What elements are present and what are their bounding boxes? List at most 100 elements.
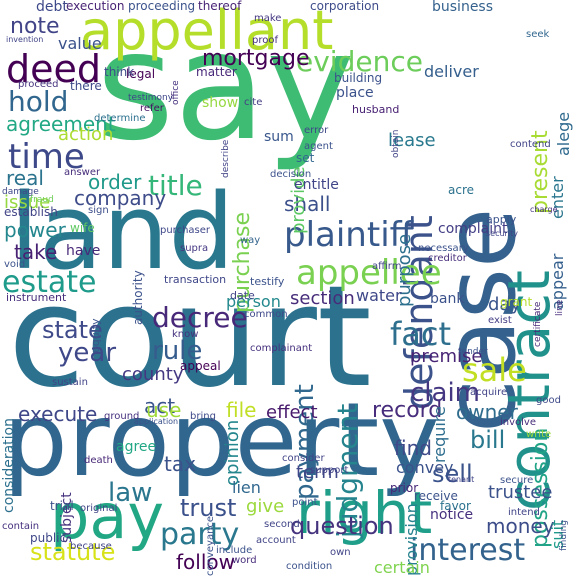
word-find: find: [394, 436, 432, 460]
word-estate: estate: [2, 265, 97, 300]
word-year: year: [58, 338, 117, 368]
word-bring: bring: [190, 411, 216, 422]
word-county: county: [122, 364, 184, 385]
word-issue: issue: [4, 192, 51, 213]
word-apply: apply: [486, 213, 517, 226]
word-premise: premise: [410, 346, 483, 367]
word-have: have: [66, 243, 101, 259]
word-court: court: [8, 256, 372, 419]
word-term: term: [296, 462, 339, 483]
word-void: void: [4, 259, 26, 270]
word-pay: pay: [50, 480, 165, 553]
word-decision: decision: [270, 169, 312, 180]
word-person: person: [226, 292, 281, 311]
word-hold: hold: [8, 85, 69, 118]
word-money: money: [486, 514, 555, 538]
word-give: give: [246, 496, 285, 517]
word-fact: fact: [390, 315, 452, 353]
word-line: line: [555, 299, 565, 316]
word-tax: tax: [164, 452, 196, 476]
word-exist: exist: [488, 315, 512, 326]
word-land: land: [10, 171, 235, 293]
word-instrument: instrument: [6, 291, 67, 304]
word-use: use: [146, 398, 182, 422]
word-write: write: [526, 429, 552, 440]
word-finding: finding: [559, 519, 569, 551]
word-company: company: [74, 186, 167, 210]
word-say: say: [96, 0, 355, 174]
word-damage: damage: [2, 187, 39, 197]
word-bank: bank: [430, 291, 465, 307]
word-wife: wife: [70, 221, 95, 235]
word-office: office: [171, 80, 181, 105]
word-cite: cite: [244, 97, 263, 108]
word-agree: agree: [116, 439, 157, 455]
word-right: right: [296, 479, 433, 547]
word-conveyance: conveyance: [205, 515, 216, 576]
word-set: set: [296, 151, 315, 165]
word-tender: tender: [458, 347, 488, 357]
word-because: because: [70, 541, 112, 552]
word-power: power: [4, 218, 66, 242]
word-certain: certain: [374, 558, 430, 576]
word-building: building: [334, 71, 383, 85]
word-good: good: [536, 395, 561, 406]
word-place: place: [336, 85, 374, 101]
word-trial: trial: [50, 499, 74, 513]
word-intend: intend: [508, 507, 540, 518]
word-charge: charge: [530, 205, 558, 214]
word-agreement: agreement: [6, 112, 116, 136]
word-lien: lien: [232, 478, 261, 497]
word-date: date: [230, 289, 255, 302]
word-testify: testify: [250, 275, 285, 288]
word-there: there: [70, 79, 102, 93]
word-invention: invention: [6, 35, 44, 44]
word-trust: trust: [180, 494, 237, 522]
word-act: act: [144, 394, 176, 418]
word-note: note: [10, 14, 60, 39]
word-order: order: [88, 170, 142, 194]
word-sign: sign: [88, 205, 109, 216]
word-support: support: [310, 465, 349, 476]
word-sum: sum: [264, 129, 294, 145]
word-refer: refer: [140, 103, 164, 114]
word-grant: grant: [500, 295, 533, 309]
word-proceeding: proceeding: [128, 0, 196, 13]
word-owner: owner: [456, 400, 518, 424]
word-contend: contend: [510, 139, 551, 150]
word-consider: consider: [282, 453, 325, 464]
word-death: death: [84, 455, 113, 466]
word-prior: prior: [390, 481, 419, 495]
word-common: common: [244, 309, 288, 320]
word-describe: describe: [221, 139, 231, 178]
word-husband: husband: [352, 103, 400, 116]
word-effect: effect: [266, 402, 318, 423]
word-second: second: [264, 519, 300, 530]
word-show: show: [202, 95, 239, 111]
word-take: take: [14, 240, 58, 264]
word-determine: determine: [94, 113, 146, 124]
word-secure: secure: [500, 475, 534, 486]
word-alege: alege: [554, 111, 573, 156]
word-equity: equity: [89, 318, 102, 353]
word-fraud: fraud: [30, 195, 54, 205]
word-deed: deed: [6, 47, 101, 91]
word-law: law: [108, 478, 153, 508]
word-appellee: appellee: [296, 253, 442, 293]
word-tenant: tenant: [448, 475, 475, 484]
word-real: real: [6, 166, 44, 190]
word-obtain: obtain: [391, 129, 401, 158]
word-deliver: deliver: [424, 62, 479, 81]
word-legal: legal: [126, 67, 156, 81]
word-interest: interest: [410, 533, 526, 568]
word-proof: proof: [252, 35, 278, 46]
word-answer: answer: [64, 167, 101, 178]
word-execute: execute: [18, 402, 98, 426]
word-creditor: creditor: [428, 253, 467, 264]
word-rule: rule: [152, 336, 203, 366]
word-appeal: appeal: [180, 359, 221, 373]
word-plaintiff: plaintiff: [284, 215, 414, 255]
word-thereof: thereof: [198, 0, 242, 13]
word-entitle: entitle: [294, 177, 339, 193]
word-debt: debt: [36, 0, 68, 15]
